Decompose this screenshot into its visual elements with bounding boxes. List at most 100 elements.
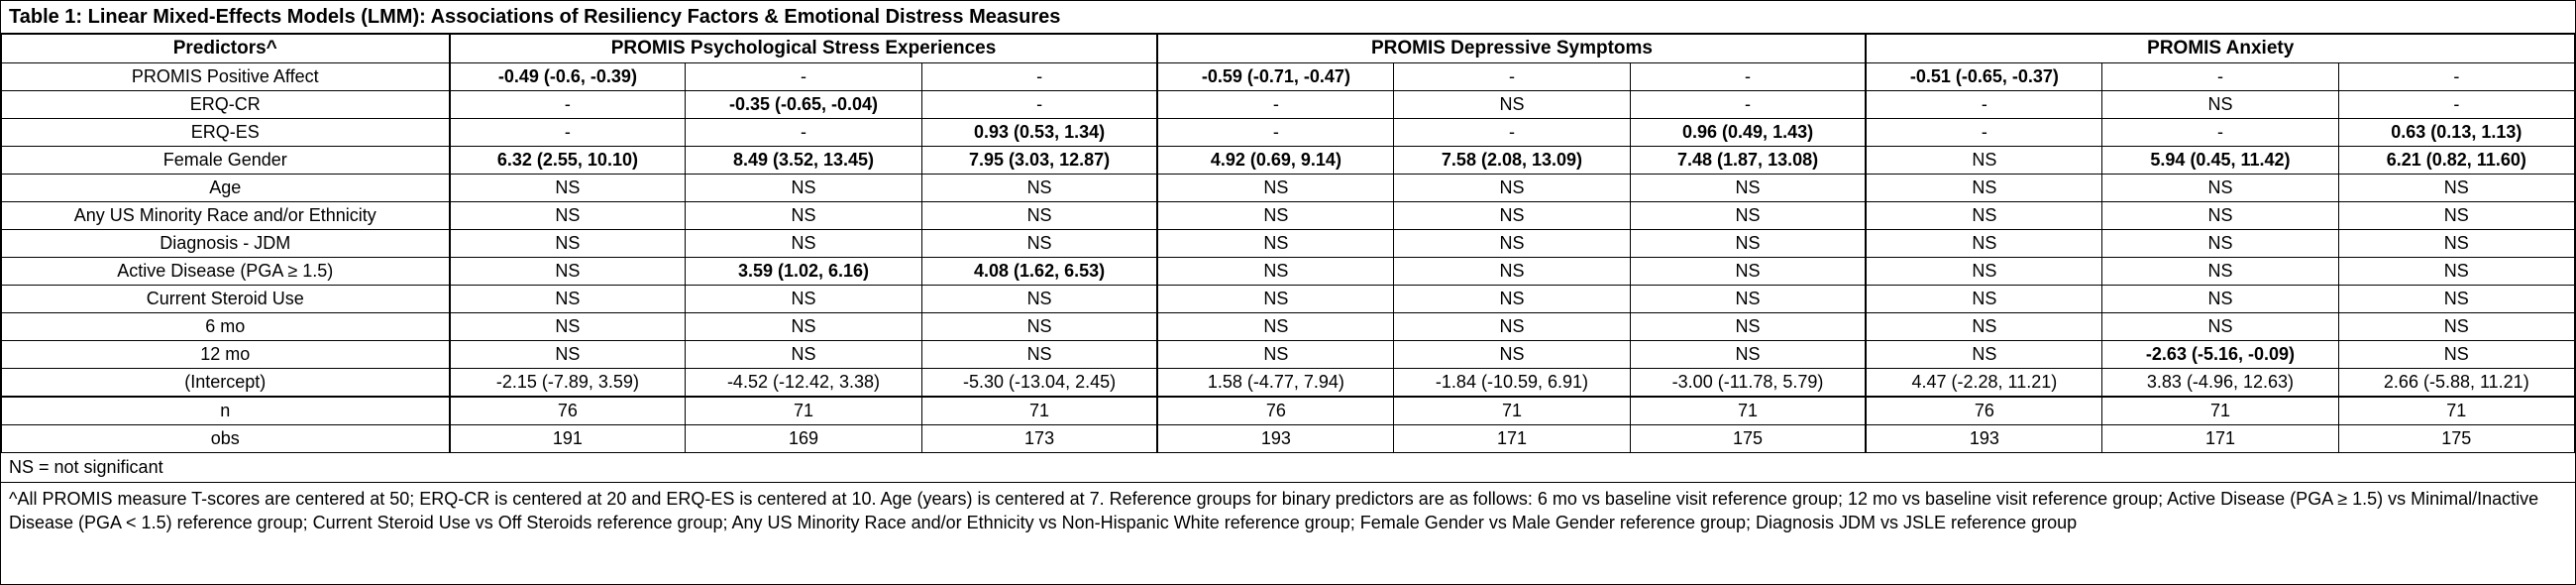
value-cell: NS <box>2101 257 2339 286</box>
value-cell: 171 <box>1393 424 1631 453</box>
table-row: PROMIS Positive Affect -0.49 (-0.6, -0.39… <box>1 62 2575 91</box>
value-cell: - <box>2101 62 2339 91</box>
value-cell: NS <box>448 312 687 341</box>
table-row: Current Steroid Use NS NS NS NS NS NS NS NS NS <box>1 285 2575 313</box>
value-cell: NS <box>448 257 687 286</box>
value-cell: NS <box>1865 312 2103 341</box>
predictor-label: ERQ-CR <box>1 90 451 119</box>
value-cell: - <box>1629 62 1868 91</box>
value-cell: NS <box>1393 174 1631 202</box>
predictor-label: Active Disease (PGA ≥ 1.5) <box>1 257 451 286</box>
value-cell: NS <box>1865 340 2103 369</box>
group-header-psychological-stress: PROMIS Psychological Stress Experiences <box>449 34 1159 63</box>
value-cell: 76 <box>448 396 687 425</box>
value-cell: 0.63 (0.13, 1.13) <box>2337 118 2575 147</box>
value-cell: -1.84 (-10.59, 6.91) <box>1393 368 1631 398</box>
table-body: PROMIS Positive Affect -0.49 (-0.6, -0.39… <box>1 62 2575 453</box>
value-cell: NS <box>1629 285 1868 313</box>
predictor-label: obs <box>1 424 451 453</box>
table-row: 6 mo NS NS NS NS NS NS NS NS NS <box>1 312 2575 341</box>
value-cell: NS <box>1393 90 1631 119</box>
value-cell: NS <box>448 285 687 313</box>
value-cell: -2.63 (-5.16, -0.09) <box>2101 340 2339 369</box>
value-cell: 173 <box>920 424 1159 453</box>
value-cell: 6.21 (0.82, 11.60) <box>2337 146 2575 175</box>
table-row: Female Gender 6.32 (2.55, 10.10) 8.49 (3.5… <box>1 146 2575 175</box>
value-cell: NS <box>1156 229 1395 258</box>
value-cell: NS <box>685 340 922 369</box>
value-cell: -5.30 (-13.04, 2.45) <box>920 368 1159 398</box>
value-cell: - <box>685 62 922 91</box>
value-cell: - <box>448 90 687 119</box>
value-cell: 71 <box>1629 396 1868 425</box>
value-cell: NS <box>1393 257 1631 286</box>
value-cell: 3.83 (-4.96, 12.63) <box>2101 368 2339 398</box>
value-cell: NS <box>2337 340 2575 369</box>
value-cell: NS <box>1156 201 1395 230</box>
value-cell: 6.32 (2.55, 10.10) <box>448 146 687 175</box>
value-cell: NS <box>2337 257 2575 286</box>
value-cell: NS <box>1865 174 2103 202</box>
group-header-depressive-symptoms: PROMIS Depressive Symptoms <box>1156 34 1868 63</box>
value-cell: NS <box>1156 340 1395 369</box>
value-cell: NS <box>2337 285 2575 313</box>
value-cell: NS <box>448 340 687 369</box>
value-cell: NS <box>2101 285 2339 313</box>
value-cell: -3.00 (-11.78, 5.79) <box>1629 368 1868 398</box>
value-cell: NS <box>920 340 1159 369</box>
predictor-label: Age <box>1 174 451 202</box>
value-cell: NS <box>2337 312 2575 341</box>
caret-footnote: ^All PROMIS measure T-scores are centere… <box>9 489 2539 533</box>
value-cell: -2.15 (-7.89, 3.59) <box>448 368 687 398</box>
ns-footnote: NS = not significant <box>1 453 2575 483</box>
table-row: Active Disease (PGA ≥ 1.5) NS 3.59 (1.02, … <box>1 257 2575 286</box>
lmm-table: Predictors^ PROMIS Psychological Stress … <box>1 34 2575 453</box>
value-cell: - <box>448 118 687 147</box>
value-cell: NS <box>1629 312 1868 341</box>
table-row: n 76 71 71 76 71 71 76 71 71 <box>1 396 2575 425</box>
value-cell: - <box>685 118 922 147</box>
value-cell: - <box>1393 62 1631 91</box>
value-cell: 175 <box>1629 424 1868 453</box>
value-cell: 171 <box>2101 424 2339 453</box>
value-cell: NS <box>1156 174 1395 202</box>
value-cell: 71 <box>2337 396 2575 425</box>
value-cell: NS <box>685 285 922 313</box>
value-cell: NS <box>1865 229 2103 258</box>
value-cell: 4.47 (-2.28, 11.21) <box>1865 368 2103 398</box>
value-cell: 71 <box>920 396 1159 425</box>
value-cell: - <box>2101 118 2339 147</box>
header-row: Predictors^ PROMIS Psychological Stress … <box>1 34 2575 63</box>
value-cell: -0.51 (-0.65, -0.37) <box>1865 62 2103 91</box>
value-cell: 76 <box>1156 396 1395 425</box>
value-cell: NS <box>920 229 1159 258</box>
value-cell: 4.08 (1.62, 6.53) <box>920 257 1159 286</box>
value-cell: - <box>920 90 1159 119</box>
value-cell: NS <box>448 229 687 258</box>
value-cell: NS <box>448 201 687 230</box>
predictor-label: 6 mo <box>1 312 451 341</box>
value-cell: NS <box>1629 229 1868 258</box>
value-cell: NS <box>685 174 922 202</box>
predictor-label: ERQ-ES <box>1 118 451 147</box>
value-cell: 8.49 (3.52, 13.45) <box>685 146 922 175</box>
value-cell: NS <box>1393 340 1631 369</box>
value-cell: NS <box>1156 257 1395 286</box>
table-row: 12 mo NS NS NS NS NS NS NS -2.63 (-5.16, -0.09) N… <box>1 340 2575 369</box>
predictor-label: Diagnosis - JDM <box>1 229 451 258</box>
value-cell: NS <box>920 174 1159 202</box>
table-row: ERQ-CR - -0.35 (-0.65, -0.04) - - NS - - NS - <box>1 90 2575 119</box>
value-cell: -0.59 (-0.71, -0.47) <box>1156 62 1395 91</box>
value-cell: 76 <box>1865 396 2103 425</box>
value-cell: -0.35 (-0.65, -0.04) <box>685 90 922 119</box>
value-cell: NS <box>920 312 1159 341</box>
value-cell: NS <box>1156 285 1395 313</box>
value-cell: NS <box>1156 312 1395 341</box>
value-cell: 3.59 (1.02, 6.16) <box>685 257 922 286</box>
value-cell: NS <box>2101 312 2339 341</box>
value-cell: NS <box>685 201 922 230</box>
value-cell: NS <box>685 229 922 258</box>
table-row: obs 191 169 173 193 171 175 193 171 175 <box>1 424 2575 453</box>
value-cell: 191 <box>448 424 687 453</box>
value-cell: 175 <box>2337 424 2575 453</box>
